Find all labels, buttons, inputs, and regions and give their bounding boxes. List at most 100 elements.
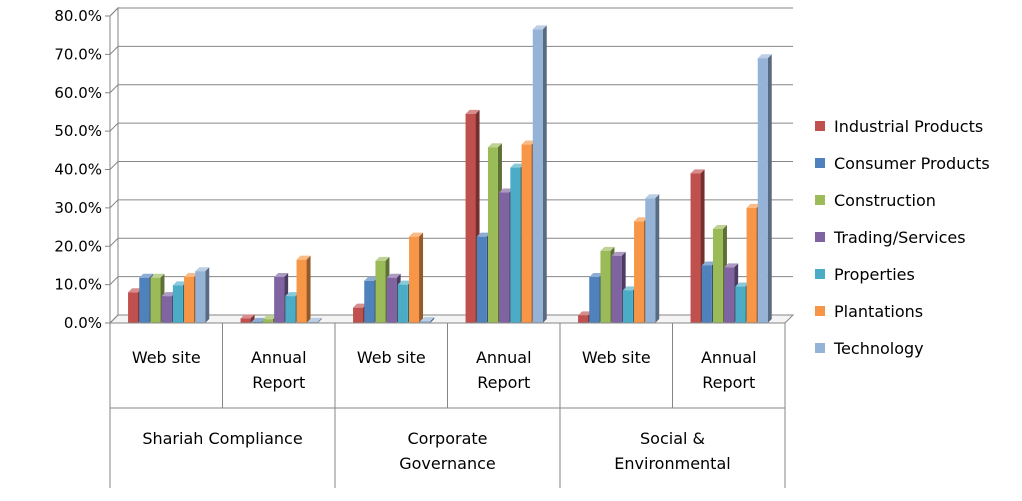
bar-side (205, 267, 210, 323)
bar-top (364, 276, 379, 281)
bar-side (419, 232, 424, 323)
bar-top (487, 143, 502, 148)
bar-front (240, 318, 251, 323)
gridline-depth (109, 161, 119, 170)
bar-front (184, 276, 195, 323)
bar-front (701, 265, 712, 323)
bar (307, 317, 322, 323)
legend-swatch (815, 232, 825, 242)
bar-front (285, 296, 296, 323)
bar-top (274, 272, 289, 277)
bar-front (386, 277, 397, 323)
bar-front (600, 250, 611, 323)
category-label: Annual (701, 348, 757, 367)
bar (195, 267, 210, 323)
bar-top (476, 232, 491, 237)
bar-top (397, 280, 412, 285)
legend-item: Technology (815, 339, 924, 358)
bar-top (128, 288, 143, 293)
bar-front (476, 236, 487, 323)
bar-front (757, 58, 768, 324)
bar-top (285, 292, 300, 297)
legend-swatch (815, 195, 825, 205)
legend-label: Plantations (834, 302, 923, 321)
legend-swatch (815, 158, 825, 168)
bar-front (375, 260, 386, 323)
bar-top (746, 203, 761, 208)
gridline-depth (109, 7, 119, 17)
bar-top (172, 281, 187, 286)
category-label: Web site (357, 348, 426, 367)
bar-front (611, 255, 622, 323)
legend-swatch (815, 306, 825, 316)
bar-front (420, 321, 431, 323)
bar-top (600, 246, 615, 251)
bar-top (251, 317, 266, 322)
category-label: Report (477, 373, 530, 392)
bar-front (712, 228, 723, 323)
bar-side (767, 54, 772, 324)
bar-front (139, 277, 150, 323)
legend-item: Trading/Services (815, 228, 966, 247)
gridline-depth (109, 46, 119, 55)
bar-top (240, 314, 255, 319)
bar (240, 314, 255, 323)
bar-top (690, 169, 705, 174)
gridline-depth (109, 276, 119, 285)
legend-label: Technology (833, 339, 924, 358)
legend-swatch (815, 343, 825, 353)
bar (296, 255, 311, 323)
y-tick-label: 10.0% (54, 276, 102, 294)
bar-top (161, 292, 176, 297)
bar-front (521, 144, 532, 323)
bar-top (735, 282, 750, 287)
bar-front (622, 290, 633, 323)
legend-item: Plantations (815, 302, 923, 321)
group-label: Governance (399, 454, 496, 473)
bar-top (645, 194, 660, 199)
bar-top (499, 188, 514, 193)
y-tick-label: 50.0% (54, 122, 102, 140)
bar-front (578, 315, 589, 323)
bar-top (465, 109, 480, 114)
bar-top (634, 217, 649, 222)
group-label: Shariah Compliance (142, 429, 302, 448)
legend-item: Construction (815, 191, 936, 210)
bar-side (542, 25, 547, 324)
legend-label: Consumer Products (834, 154, 990, 173)
category-label: Report (252, 373, 305, 392)
category-axis-table: Web site Annual Report Web site Annual Report… (109, 322, 786, 488)
bar-front (510, 167, 521, 323)
group-label: Social & (640, 429, 705, 448)
bar-side (250, 314, 255, 323)
bar-front (172, 285, 183, 323)
bar-front (307, 321, 318, 323)
y-tick-label: 30.0% (54, 199, 102, 217)
legend-label: Properties (834, 265, 915, 284)
bar-top (622, 286, 637, 291)
bar-front (589, 276, 600, 323)
bar-front (364, 280, 375, 323)
bar-front (262, 319, 273, 323)
y-axis-tick-labels: 0.0% 10.0% 20.0% 30.0% 40.0% 50.0% 60.0% 70.0% 8… (54, 7, 102, 332)
gridline-depth (109, 122, 119, 132)
gridline-depth (109, 199, 119, 209)
bar-top (712, 224, 727, 229)
bar-top (611, 251, 626, 256)
bar-top (296, 255, 311, 260)
bar-front (251, 321, 262, 323)
y-tick-label: 20.0% (54, 237, 102, 255)
bar-top (757, 54, 772, 59)
category-label: Annual (476, 348, 532, 367)
bar-top (420, 317, 435, 322)
bar-top (375, 256, 390, 261)
y-tick-label: 40.0% (54, 161, 102, 179)
legend-label: Trading/Services (833, 228, 966, 247)
bar-front (746, 207, 757, 323)
gridline-depth (109, 314, 119, 324)
category-label: Annual (251, 348, 307, 367)
bar-top (262, 315, 277, 320)
y-tick-label: 80.0% (54, 7, 102, 25)
bar-top (386, 273, 401, 278)
bar-front (724, 267, 735, 323)
